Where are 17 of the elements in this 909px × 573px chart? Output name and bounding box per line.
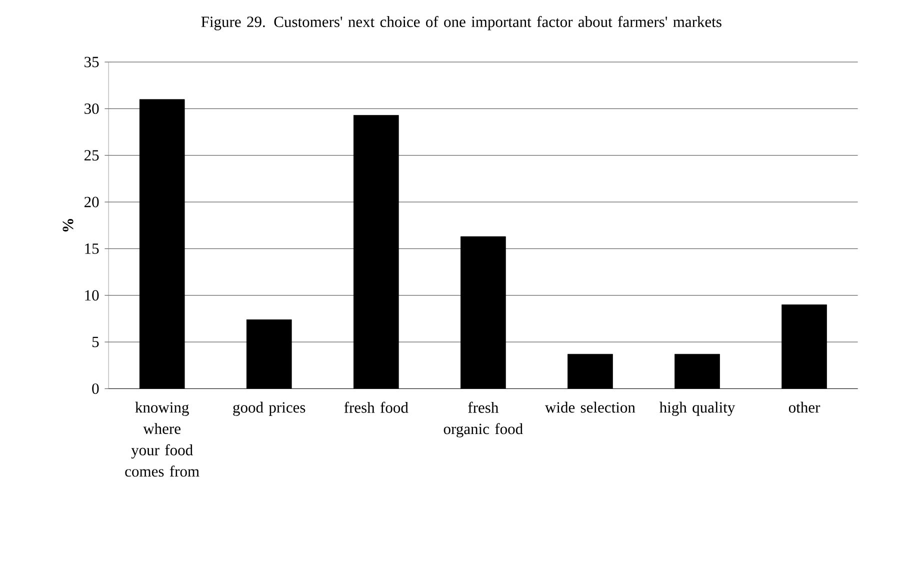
y-tick-label: 5 [92, 336, 99, 348]
x-tick-label: good prices [233, 402, 306, 416]
chart-title: Figure 29. Customers' next choice of one important factor about farmers' markets [201, 16, 722, 30]
y-tick-label: 15 [85, 244, 99, 254]
x-tick-label: fresh organic food [444, 402, 523, 438]
x-tick-label: knowing where your food comes from [125, 402, 200, 477]
y-tick-label: 0 [92, 384, 99, 394]
x-tick-label: wide selection [545, 402, 636, 413]
x-tick-label: fresh food [344, 402, 408, 413]
y-tick-label: 25 [84, 150, 99, 161]
y-tick-label: 10 [85, 290, 99, 301]
y-axis-title: % [62, 219, 74, 232]
y-tick-label: 30 [84, 104, 99, 114]
x-tick-label: other [788, 402, 820, 413]
y-tick-label: 35 [84, 56, 99, 68]
y-tick-label: 20 [84, 196, 99, 208]
x-tick-label: high quality [659, 402, 736, 416]
